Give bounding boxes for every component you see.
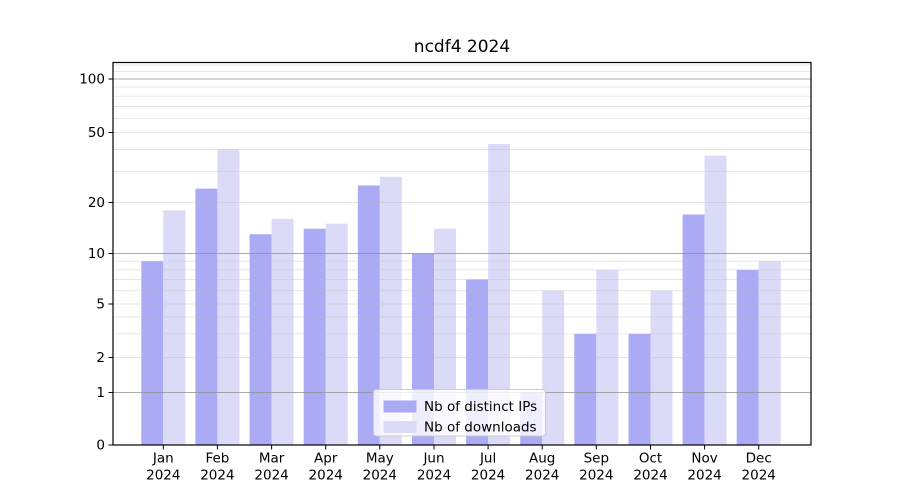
y-tick-label-0: 0 — [96, 438, 105, 454]
x-tick-label-sep: Sep — [584, 451, 609, 467]
x-tick-label-year-oct: 2024 — [633, 468, 667, 484]
y-tick-label-5: 5 — [96, 297, 105, 313]
x-tick-label-year-sep: 2024 — [579, 468, 613, 484]
x-tick-label-feb: Feb — [205, 451, 229, 467]
y-tick-label-10: 10 — [88, 246, 105, 262]
x-tick-label-year-jan: 2024 — [146, 468, 180, 484]
bar-dec-downloads — [758, 261, 781, 445]
bar-sep-distinct-ips — [574, 333, 597, 445]
x-tick-label-year-apr: 2024 — [309, 468, 343, 484]
bar-may-distinct-ips — [357, 185, 380, 445]
x-tick-label-year-jul: 2024 — [471, 468, 505, 484]
bar-oct-distinct-ips — [628, 333, 651, 445]
x-tick-label-apr: Apr — [314, 451, 338, 467]
x-tick-label-year-aug: 2024 — [525, 468, 559, 484]
bar-mar-distinct-ips — [249, 234, 272, 445]
x-tick-label-mar: Mar — [259, 451, 285, 467]
x-tick-label-may: May — [366, 451, 394, 467]
x-tick-label-nov: Nov — [691, 451, 717, 467]
y-tick-label-2: 2 — [96, 350, 105, 366]
legend-label-downloads: Nb of downloads — [424, 420, 537, 436]
legend-label-distinct-ips: Nb of distinct IPs — [424, 399, 537, 415]
bar-jan-downloads — [163, 210, 186, 445]
grid-layer — [113, 64, 811, 393]
x-tick-label-year-mar: 2024 — [254, 468, 288, 484]
bar-feb-distinct-ips — [195, 188, 218, 445]
x-tick-label-jul: Jul — [479, 451, 496, 467]
bar-jul-downloads — [488, 144, 511, 445]
axis-ticks-layer — [108, 78, 760, 450]
bar-may-downloads — [379, 176, 402, 446]
chart-title: ncdf4 2024 — [414, 37, 510, 57]
y-tick-label-50: 50 — [88, 125, 105, 141]
y-tick-label-20: 20 — [88, 195, 105, 211]
x-tick-label-dec: Dec — [746, 451, 772, 467]
bar-dec-distinct-ips — [736, 269, 759, 445]
x-tick-label-year-feb: 2024 — [200, 468, 234, 484]
bar-apr-downloads — [325, 223, 348, 445]
bar-apr-distinct-ips — [303, 228, 326, 445]
x-tick-label-year-may: 2024 — [363, 468, 397, 484]
bar-sep-downloads — [596, 269, 619, 445]
x-tick-label-oct: Oct — [639, 451, 662, 467]
y-axis-labels: 0 1 2 5 10 20 50 100 — [79, 72, 105, 454]
bar-mar-downloads — [271, 218, 294, 445]
bar-aug-downloads — [542, 290, 565, 445]
y-tick-label-100: 100 — [79, 72, 105, 88]
x-tick-label-year-nov: 2024 — [687, 468, 721, 484]
y-tick-label-1: 1 — [96, 385, 105, 401]
x-tick-label-year-jun: 2024 — [417, 468, 451, 484]
x-axis-labels: Jan2024Feb2024Mar2024Apr2024May2024Jun20… — [146, 451, 776, 484]
bar-oct-downloads — [650, 290, 673, 445]
x-tick-label-jan: Jan — [152, 451, 174, 467]
bar-jan-distinct-ips — [141, 261, 164, 445]
legend-swatch-distinct-ips — [383, 400, 417, 413]
bar-nov-distinct-ips — [682, 214, 705, 445]
x-tick-label-jun: Jun — [422, 451, 444, 467]
x-tick-label-aug: Aug — [529, 451, 555, 467]
legend-swatch-downloads — [383, 421, 417, 433]
bar-nov-downloads — [704, 155, 727, 445]
legend: Nb of distinct IPs Nb of downloads — [373, 389, 546, 437]
bar-feb-downloads — [217, 149, 240, 445]
x-tick-label-year-dec: 2024 — [742, 468, 776, 484]
